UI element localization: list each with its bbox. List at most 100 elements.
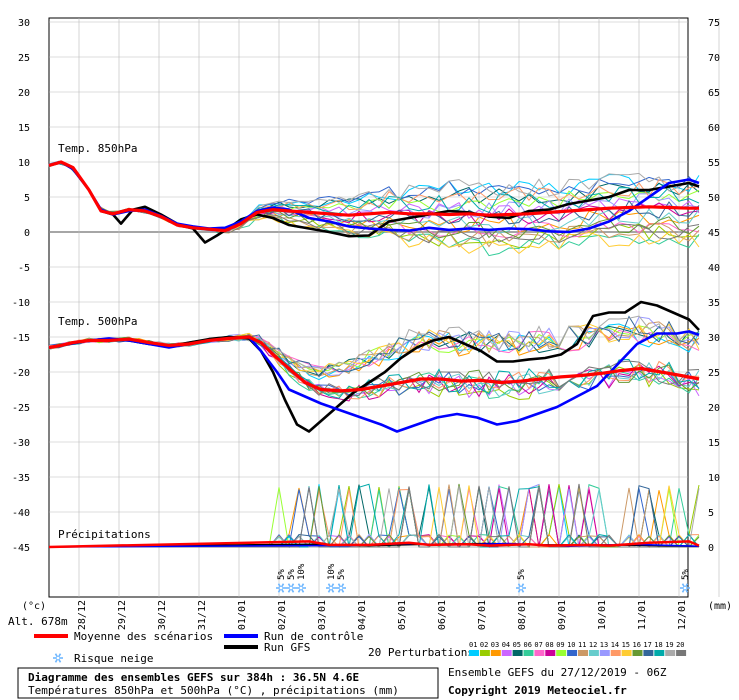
legend-mean-swatch — [34, 634, 68, 638]
legend-snow-label: Risque neige — [74, 652, 153, 665]
perturbation-swatch — [643, 650, 654, 656]
perturbation-swatch — [676, 650, 687, 656]
x-axis-date-labels: 28/12 29/12 30/12 31/12 01/01 02/01 03/01 04/01… — [77, 600, 688, 630]
snow-risk-pct: 10% — [327, 563, 337, 580]
perturbation-lines — [48, 160, 700, 549]
mean-precip-line — [48, 540, 700, 549]
perturbation-id: 04 — [502, 641, 510, 649]
perturbation-swatch — [654, 650, 665, 656]
left-tick-label: -10 — [12, 298, 30, 309]
mean-t850-line — [48, 160, 699, 233]
left-tick-label: 0 — [24, 228, 30, 239]
snow-risk-pct: 5% — [681, 569, 691, 580]
right-tick-label: 35 — [708, 298, 720, 309]
perturbation-swatch — [578, 650, 588, 656]
legend-perturb-label: 20 Perturbations — [368, 646, 474, 659]
x-date-label: 03/01 — [317, 600, 328, 630]
left-tick-label: -5 — [18, 263, 30, 274]
x-date-label: 02/01 — [277, 600, 288, 630]
legend-gfs-label: Run GFS — [264, 641, 310, 654]
perturbation-swatch — [545, 650, 556, 656]
perturbation-id: 06 — [524, 641, 532, 649]
right-tick-label: 50 — [708, 193, 720, 204]
snow-risk-pct: 10% — [297, 563, 307, 580]
x-date-label: 30/12 — [157, 600, 168, 630]
perturbation-id: 19 — [665, 641, 673, 649]
perturbation-swatch — [610, 650, 621, 656]
legend: Moyenne des scénarios Run de contrôle Ru… — [34, 630, 687, 665]
perturbation-id: 01 — [469, 641, 477, 649]
x-date-label: 12/01 — [677, 600, 688, 630]
left-tick-label: -45 — [12, 543, 30, 554]
main-series-lines — [48, 160, 700, 549]
snow-risk-pct: 5% — [277, 569, 287, 580]
perturbation-t500-line — [48, 329, 700, 373]
perturbation-id: 20 — [676, 641, 684, 649]
right-tick-label: 65 — [708, 88, 720, 99]
x-date-label: 09/01 — [557, 600, 568, 630]
panel-label-t850: Temp. 850hPa — [58, 142, 137, 155]
right-tick-label: 70 — [708, 53, 720, 64]
perturbation-t500-line — [48, 315, 700, 378]
perturbation-swatch — [621, 650, 632, 656]
gfs-t500-line — [48, 300, 700, 433]
x-date-label: 28/12 — [77, 600, 88, 630]
perturbation-id: 07 — [534, 641, 542, 649]
perturbation-t500-line — [48, 316, 700, 377]
right-tick-label: 60 — [708, 123, 720, 134]
right-tick-label: 25 — [708, 368, 720, 379]
legend-gfs-swatch — [224, 645, 258, 649]
left-tick-label: 30 — [18, 18, 30, 29]
snowflake-icon — [53, 653, 63, 663]
x-date-label: 04/01 — [357, 600, 368, 630]
perturbation-swatch — [567, 650, 578, 656]
left-tick-label: -40 — [12, 508, 30, 519]
right-tick-label: 5 — [708, 508, 714, 519]
snow-risk-marker: 10% — [296, 563, 307, 593]
footer-title: Diagramme des ensembles GEFS sur 384h : … — [28, 671, 359, 684]
left-tick-label: 25 — [18, 53, 30, 64]
mean-t500-line — [48, 335, 700, 393]
x-date-label: 10/01 — [597, 600, 608, 630]
right-tick-label: 30 — [708, 333, 720, 344]
footer-subtitle: Températures 850hPa et 500hPa (°C) , pré… — [28, 684, 399, 697]
perturbation-swatch — [632, 650, 643, 656]
legend-control-label: Run de contrôle — [264, 630, 363, 643]
right-tick-label: 45 — [708, 228, 720, 239]
snow-risk-marker: 5% — [516, 569, 527, 593]
left-tick-label: 10 — [18, 158, 30, 169]
left-tick-label: -30 — [12, 438, 30, 449]
control-t500-line — [48, 330, 700, 433]
perturbation-swatch — [588, 650, 599, 656]
left-tick-label: 15 — [18, 123, 30, 134]
perturbation-id: 03 — [491, 641, 499, 649]
perturbation-id: 05 — [513, 641, 521, 649]
left-tick-label: -15 — [12, 333, 30, 344]
legend-control-swatch — [224, 634, 258, 638]
perturbation-t850-line — [48, 163, 700, 248]
perturbation-t500-line — [48, 315, 700, 370]
left-tick-label: -20 — [12, 368, 30, 379]
left-tick-label: 20 — [18, 88, 30, 99]
x-date-label: 06/01 — [437, 600, 448, 630]
right-tick-label: 75 — [708, 18, 720, 29]
right-axis-unit: (mm) — [708, 601, 732, 612]
perturbation-id: 02 — [480, 641, 488, 649]
legend-mean-label: Moyenne des scénarios — [74, 630, 213, 643]
right-tick-label: 0 — [708, 543, 714, 554]
snow-risk-marker: 10% — [326, 563, 337, 593]
snow-risk-pct: 5% — [287, 569, 297, 580]
perturbation-swatch — [599, 650, 610, 656]
perturbation-swatch — [523, 650, 534, 656]
perturbation-id: 14 — [611, 641, 619, 649]
snow-risk-marker: 5% — [286, 569, 297, 593]
perturbation-id: 17 — [643, 641, 651, 649]
perturbation-swatch — [490, 650, 501, 656]
panel-label-precip: Précipitations — [58, 528, 151, 541]
right-tick-label: 10 — [708, 473, 720, 484]
plot-frame — [48, 17, 689, 598]
x-date-label: 05/01 — [397, 600, 408, 630]
snow-risk-marker: 5% — [680, 569, 691, 593]
right-tick-label: 55 — [708, 158, 720, 169]
